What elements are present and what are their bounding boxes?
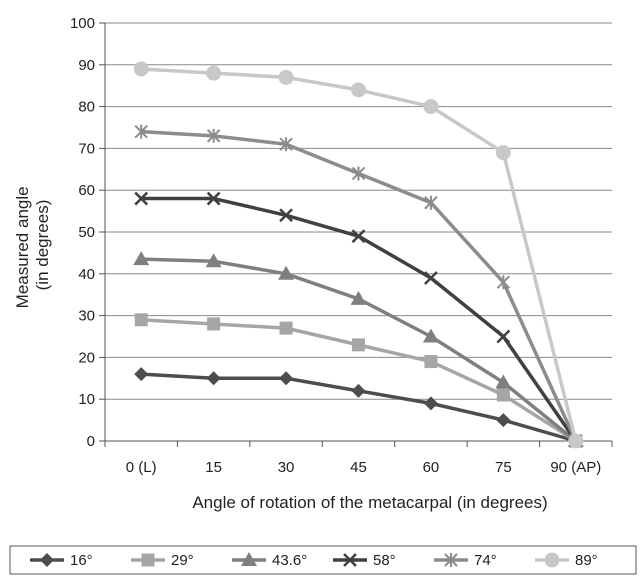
y-tick-label-100: 100 [70,15,95,32]
y-tick-label-0: 0 [87,433,95,450]
legend-marker-1 [40,553,54,567]
y-tick-label-70: 70 [78,140,95,157]
legend-label-1: 16° [70,552,93,569]
data-point-s2-0 [134,313,148,327]
data-point-s4-3 [351,229,366,244]
data-point-s4-2 [279,208,293,223]
data-point-s6-4 [423,99,439,115]
data-point-s3-5 [495,374,512,389]
x-tick-label-0: 0 (L) [126,459,157,476]
data-point-s6-5 [495,145,511,161]
data-point-s4-4 [424,271,438,285]
data-point-s5-3 [351,166,366,181]
data-point-s2-2 [279,321,293,335]
data-point-s2-3 [352,338,365,352]
legend-marker-4 [343,553,357,567]
legend: 16° 29° 43.6° 58° 74° 89° [9,545,637,575]
data-point-s4-5 [496,329,511,344]
data-point-s4-1-stroke-b [206,191,221,206]
legend-marker-3 [241,552,257,566]
y-tick-label-60: 60 [78,182,95,199]
data-point-s4-5-stroke-b [496,329,511,344]
legend-label-6: 89° [575,552,598,569]
data-point-s5-5 [496,275,511,290]
data-point-s1-5 [496,413,511,428]
x-tick-label-2: 30 [278,459,295,476]
x-axis-ticks: 0 (L) 15 30 45 60 75 90 (AP) [104,441,613,476]
series-1 [134,367,583,448]
y-axis-title: Measured angle (in degrees) [13,182,52,309]
y-tick-label-20: 20 [78,349,95,366]
data-point-s6-2 [278,69,294,85]
data-point-s1-1 [206,371,221,386]
y-tick-label-10: 10 [78,391,95,408]
data-point-s4-4-stroke-b [424,271,438,285]
y-tick-label-40: 40 [78,266,95,283]
series-2 [134,313,583,448]
legend-marker-2 [141,553,155,567]
series-6 [133,61,584,449]
y-tick-label-50: 50 [78,224,95,241]
series-3 [133,251,584,447]
x-tick-label-4: 60 [423,459,440,476]
data-point-s3-0 [133,251,150,266]
series-4 [134,191,583,448]
data-point-s5-1 [206,128,221,143]
data-point-s6-3 [351,82,366,98]
y-tick-label-30: 30 [78,308,95,325]
data-point-s5-0 [134,124,148,139]
data-point-s6-6 [568,433,584,449]
data-point-s4-2-stroke-b [279,208,293,223]
data-point-s4-0 [134,191,149,206]
legend-label-2: 29° [171,552,194,569]
data-point-s2-1 [207,317,221,331]
x-tick-label-1: 15 [205,459,222,476]
data-point-s1-0 [134,367,149,382]
legend-item-4: 58° [333,552,396,569]
data-point-s1-2 [279,371,294,386]
data-point-s6-0 [133,61,149,77]
data-point-s3-2 [278,265,295,280]
legend-item-2: 29° [131,552,194,569]
legend-marker-5 [444,553,458,567]
legend-item-6: 89° [535,552,598,569]
data-point-s2-4 [424,355,438,369]
series-group [133,61,584,449]
data-point-s3-1 [205,253,222,268]
legend-marker-4-stroke-b [343,553,357,567]
y-axis-title-line2: (in degrees) [33,200,52,291]
data-point-s4-0-stroke-b [134,191,149,206]
legend-item-5: 74° [434,552,497,569]
gridlines [105,22,612,400]
legend-item-3: 43.6° [232,552,307,569]
x-tick-label-3: 45 [350,459,367,476]
legend-box [9,545,637,575]
data-point-s2-5 [496,388,510,402]
data-point-s5-4 [424,195,438,210]
data-point-s1-3 [351,383,366,398]
legend-label-5: 74° [474,552,497,569]
data-point-s3-4 [422,328,439,343]
data-point-s1-4 [423,396,438,411]
axes [104,23,612,442]
legend-label-3: 43.6° [272,552,307,569]
data-point-s5-2 [279,137,293,152]
legend-marker-6 [544,552,560,568]
legend-label-4: 58° [373,552,396,569]
series-5 [134,124,583,448]
data-point-s4-1 [206,191,221,206]
x-tick-label-5: 75 [495,459,512,476]
data-point-s3-3 [350,290,367,305]
data-point-s4-3-stroke-b [351,229,366,244]
y-tick-label-80: 80 [78,99,95,116]
y-axis-title-line1: Measured angle [13,186,32,308]
x-tick-label-6: 90 (AP) [550,459,601,476]
legend-item-1: 16° [30,552,93,569]
data-point-s6-1 [206,65,222,81]
x-axis-title: Angle of rotation of the metacarpal (in … [192,493,547,512]
y-tick-label-90: 90 [78,57,95,74]
y-axis-ticks: 0 10 20 30 40 50 60 70 80 90 100 [70,15,105,450]
